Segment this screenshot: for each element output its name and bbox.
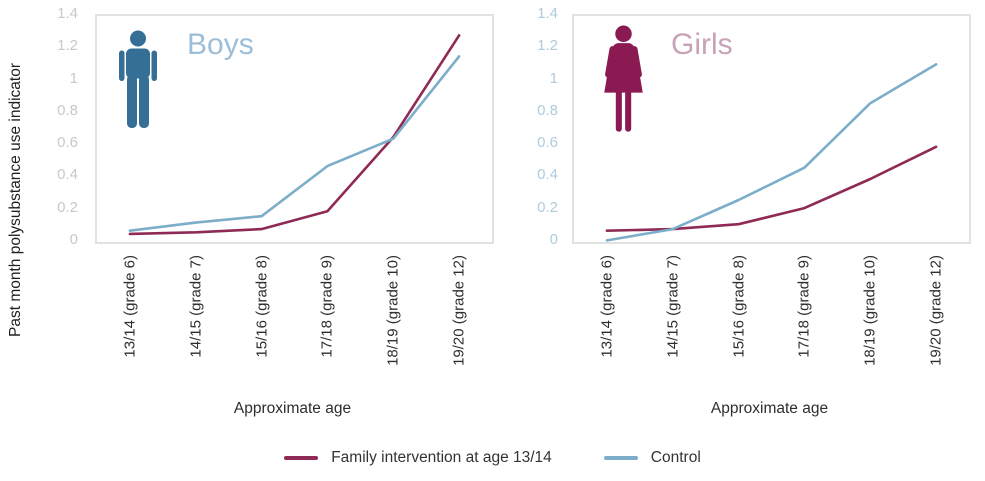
y-tick-label: 1 bbox=[549, 69, 558, 87]
y-tick-label: 0.4 bbox=[57, 166, 78, 184]
y-tick-label: 0.4 bbox=[537, 166, 558, 184]
x-tick-label: 19/20 (grade 12) bbox=[450, 255, 468, 366]
x-tick-label: 17/18 (grade 9) bbox=[795, 255, 813, 358]
girls-plot-lines bbox=[605, 63, 938, 242]
y-tick-label: 1.2 bbox=[537, 37, 558, 55]
y-tick-label: 0.8 bbox=[537, 101, 558, 119]
series-line-intervention bbox=[605, 145, 938, 232]
legend-label: Control bbox=[650, 449, 701, 466]
series-line-control bbox=[128, 55, 461, 232]
y-tick-label: 1.2 bbox=[57, 37, 78, 55]
series-line-control bbox=[605, 63, 938, 242]
boys-badge: Boys bbox=[113, 24, 254, 136]
male-icon bbox=[113, 24, 163, 136]
y-tick-label: 0.8 bbox=[57, 101, 78, 119]
boys-plot-area: Boys 13/14 (grade 6) 14/15 (grade 7) 15/16… bbox=[95, 14, 494, 366]
y-tick-label: 0.6 bbox=[537, 134, 558, 152]
female-icon bbox=[596, 24, 651, 136]
y-tick-label: 0.2 bbox=[537, 198, 558, 216]
x-tick-label: 13/14 (grade 6) bbox=[121, 255, 139, 358]
x-tick-label: 18/19 (grade 10) bbox=[384, 255, 402, 366]
x-tick-label: 15/16 (grade 8) bbox=[253, 255, 271, 358]
legend-item: Control bbox=[603, 449, 701, 467]
legend-swatch bbox=[284, 456, 319, 460]
girls-x-axis-title: Approximate age bbox=[710, 400, 829, 417]
girls-plot-area: Girls 13/14 (grade 6) 14/15 (grade 7) 15/1… bbox=[572, 14, 971, 366]
y-tick-label: 1.4 bbox=[57, 5, 78, 22]
legend: Family intervention at age 13/14 Control bbox=[0, 449, 985, 467]
x-tick-label: 17/18 (grade 9) bbox=[318, 255, 336, 358]
x-tick-label: 15/16 (grade 8) bbox=[730, 255, 748, 358]
girls-chart-panel: 0 0.2 0.4 0.6 0.8 1 1.2 1.4 Girls 13/14 (grade … bbox=[493, 0, 985, 481]
legend-item: Family intervention at age 13/14 bbox=[284, 449, 552, 467]
boys-x-axis-title: Approximate age bbox=[233, 400, 352, 417]
girls-panel-title: Girls bbox=[671, 28, 733, 61]
girls-badge: Girls bbox=[596, 24, 733, 136]
y-tick-label: 0 bbox=[69, 231, 78, 248]
y-tick-label: 1.4 bbox=[537, 5, 558, 22]
boys-plot-lines bbox=[128, 34, 461, 236]
series-line-intervention bbox=[128, 34, 461, 236]
legend-swatch bbox=[603, 456, 638, 460]
legend-label: Family intervention at age 13/14 bbox=[331, 449, 552, 466]
boys-panel-title: Boys bbox=[187, 28, 254, 61]
boys-chart-panel: Past month polysubstance use indicator 0… bbox=[0, 0, 494, 481]
x-tick-label: 14/15 (grade 7) bbox=[664, 255, 682, 358]
x-tick-label: 18/19 (grade 10) bbox=[861, 255, 879, 366]
y-tick-label: 0 bbox=[549, 231, 558, 248]
x-tick-label: 19/20 (grade 12) bbox=[927, 255, 945, 366]
x-tick-label: 14/15 (grade 7) bbox=[187, 255, 205, 358]
y-tick-label: 0.2 bbox=[57, 198, 78, 216]
x-tick-label: 13/14 (grade 6) bbox=[598, 255, 616, 358]
y-tick-label: 0.6 bbox=[57, 134, 78, 152]
y-tick-label: 1 bbox=[69, 69, 78, 87]
